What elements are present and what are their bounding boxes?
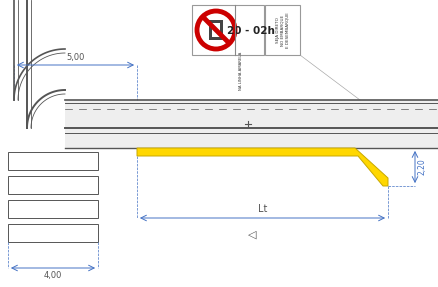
Bar [65, 100, 438, 148]
Bar [8, 200, 98, 218]
Circle shape [197, 11, 235, 49]
Text: SEJA DIRETO
NO EMBARQUE
E DESEMBARQUE: SEJA DIRETO NO EMBARQUE E DESEMBARQUE [276, 12, 289, 48]
Bar [192, 5, 264, 55]
Text: 20 - 02h: 20 - 02h [227, 26, 275, 36]
Text: Lt: Lt [258, 204, 267, 214]
Text: 5,00: 5,00 [66, 53, 85, 62]
Bar [8, 224, 98, 242]
Bar [209, 20, 223, 40]
Bar [8, 152, 98, 170]
Text: 4,00: 4,00 [44, 271, 62, 280]
Text: 2,20: 2,20 [417, 159, 426, 175]
Polygon shape [137, 148, 388, 186]
Circle shape [201, 15, 231, 45]
Text: ◁: ◁ [248, 230, 257, 240]
Bar [8, 176, 98, 194]
Bar [212, 23, 220, 37]
Bar [265, 5, 300, 55]
Text: NA LINHA AMARELA: NA LINHA AMARELA [239, 52, 243, 90]
